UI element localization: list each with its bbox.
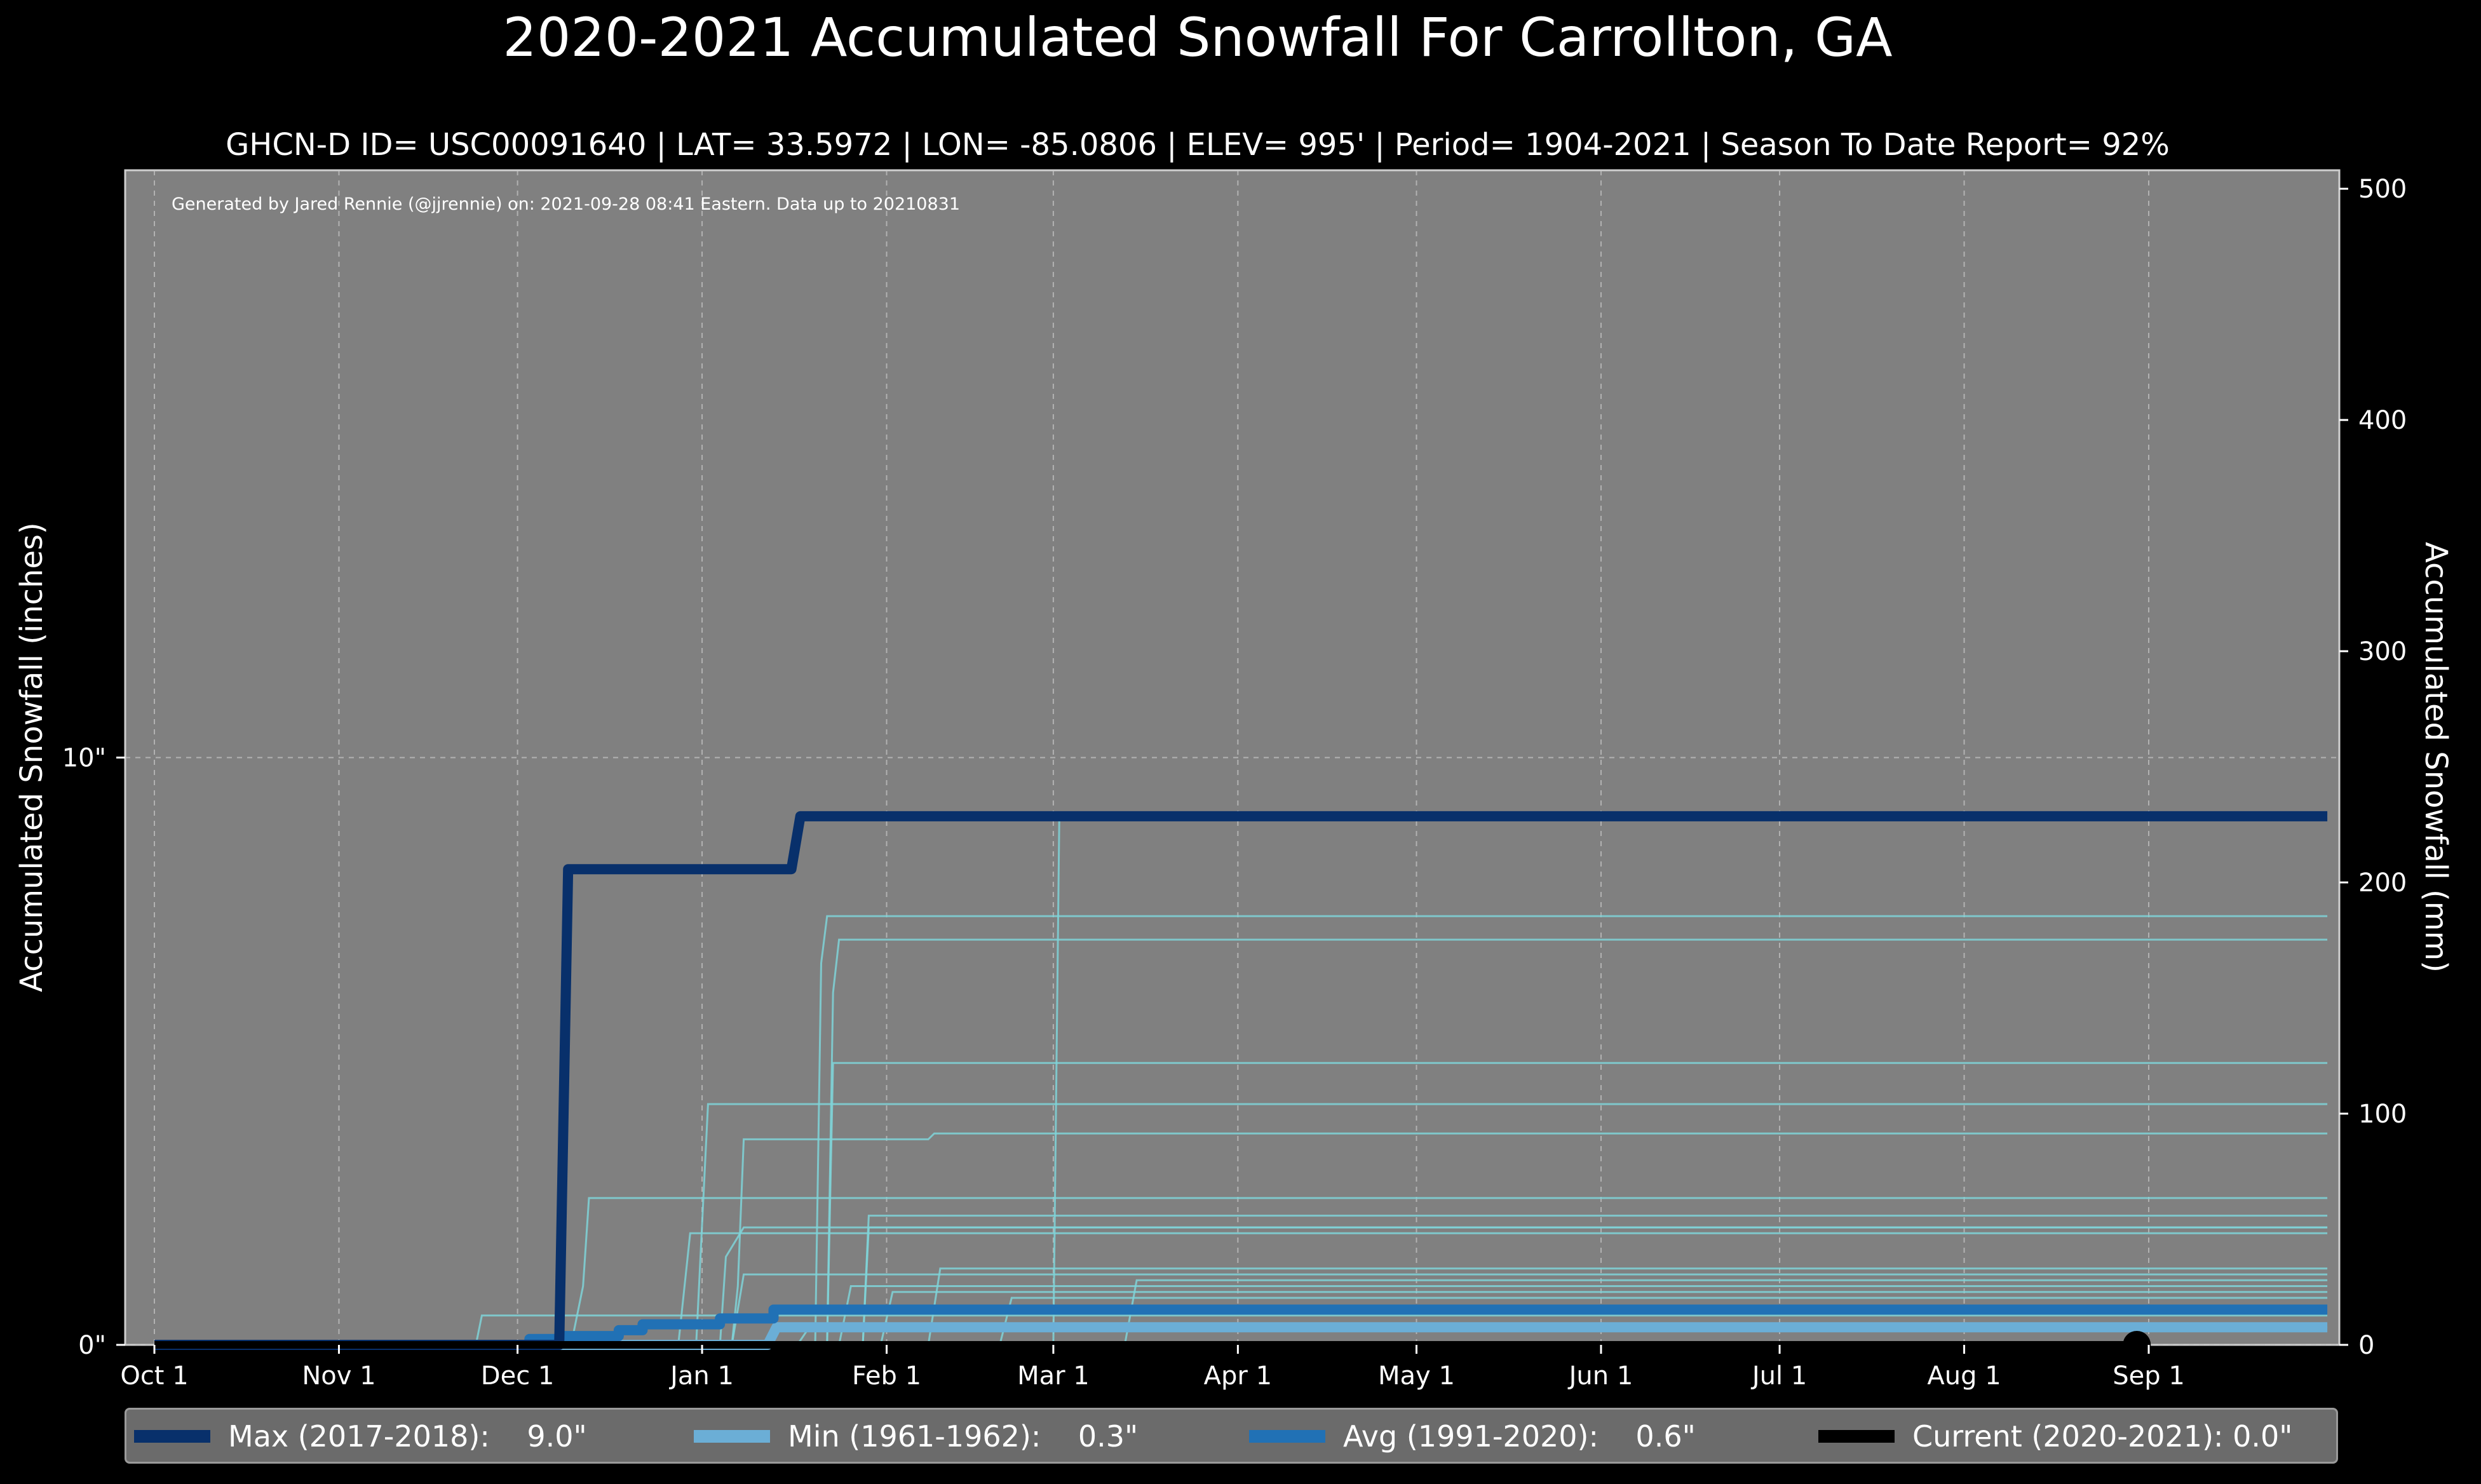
- y-tick-label-0: 0": [78, 1331, 106, 1360]
- y2-tick-label-5: 500: [2358, 175, 2407, 204]
- x-tick-label-2: Dec 1: [481, 1361, 555, 1391]
- x-tick-label-4: Feb 1: [852, 1361, 921, 1391]
- legend-item-min: Min (1961-1962): 0.3": [694, 1417, 1138, 1455]
- x-tick-label-5: Mar 1: [1017, 1361, 1090, 1391]
- legend-swatch-avg: [1249, 1430, 1325, 1443]
- x-tick-label-7: May 1: [1378, 1361, 1455, 1391]
- y2-tick-label-1: 100: [2358, 1100, 2407, 1129]
- legend-item-max: Max (2017-2018): 9.0": [134, 1417, 587, 1455]
- x-tick-label-10: Aug 1: [1927, 1361, 2001, 1391]
- series-lines: [154, 811, 2328, 1359]
- legend-label-max: Max (2017-2018): 9.0": [228, 1419, 587, 1454]
- y-tick-label-1: 10": [62, 744, 106, 773]
- y2-axis-label: Accumulated Snowfall (mm): [2418, 542, 2454, 973]
- x-tick-label-3: Jan 1: [668, 1361, 734, 1391]
- legend-label-avg: Avg (1991-2020): 0.6": [1343, 1419, 1696, 1454]
- current-marker: [2123, 1331, 2151, 1359]
- y-axis-label: Accumulated Snowfall (inches): [14, 522, 50, 992]
- y2-tick-label-2: 200: [2358, 868, 2407, 898]
- legend-swatch-current: [1818, 1430, 1895, 1443]
- y-axis: 0" 10": [62, 744, 125, 1360]
- legend-item-current: Current (2020-2021): 0.0": [1818, 1417, 2292, 1455]
- legend-label-current: Current (2020-2021): 0.0": [1912, 1419, 2293, 1454]
- legend-swatch-max: [134, 1430, 210, 1443]
- x-tick-label-6: Apr 1: [1204, 1361, 1272, 1391]
- legend-item-avg: Avg (1991-2020): 0.6": [1249, 1417, 1696, 1455]
- legend-label-min: Min (1961-1962): 0.3": [788, 1419, 1139, 1454]
- y2-tick-label-3: 300: [2358, 637, 2407, 666]
- x-tick-label-8: Jun 1: [1567, 1361, 1633, 1391]
- x-tick-label-1: Nov 1: [302, 1361, 375, 1391]
- x-tick-label-0: Oct 1: [120, 1361, 188, 1391]
- y2-tick-label-4: 400: [2358, 406, 2407, 435]
- series-line-2: [154, 1304, 2328, 1350]
- chart-subtitle: GHCN-D ID= USC00091640 | LAT= 33.5972 | …: [226, 127, 2170, 163]
- x-tick-label-9: Jul 1: [1750, 1361, 1807, 1391]
- legend: Max (2017-2018): 9.0" Min (1961-1962): 0…: [125, 1408, 2338, 1464]
- credit-text: Generated by Jared Rennie (@jjrennie) on…: [172, 194, 960, 214]
- x-tick-label-11: Sep 1: [2113, 1361, 2185, 1391]
- x-axis: Oct 1 Nov 1 Dec 1 Jan 1 Feb 1 Mar 1 Apr 1 May 1…: [120, 1345, 2185, 1391]
- y2-tick-label-0: 0: [2358, 1331, 2374, 1360]
- chart-title: 2020-2021 Accumulated Snowfall For Carro…: [503, 6, 1892, 69]
- legend-swatch-min: [694, 1430, 770, 1443]
- y2-axis: 0 100 200 300 400 500: [2339, 175, 2407, 1360]
